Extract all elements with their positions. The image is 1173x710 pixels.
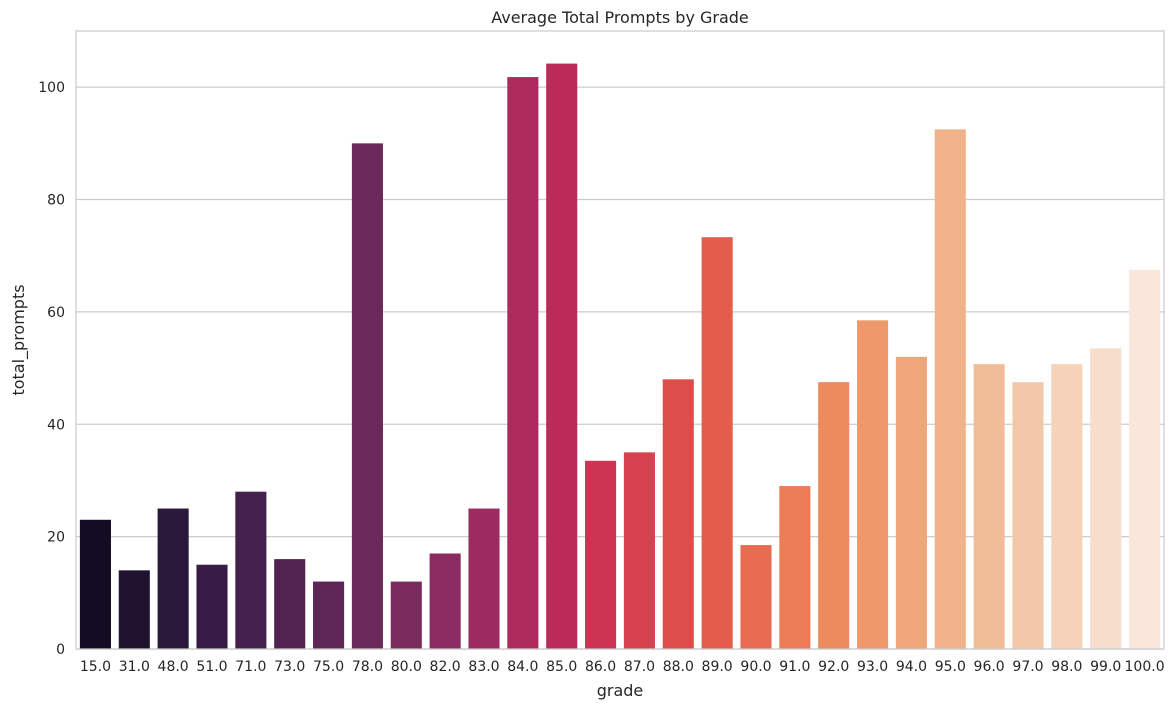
bar: [468, 508, 500, 649]
x-tick-label: 73.0: [274, 659, 305, 675]
chart-title: Average Total Prompts by Grade: [491, 8, 749, 27]
x-axis-label: grade: [597, 681, 644, 700]
x-tick-label: 75.0: [313, 659, 344, 675]
y-tick-labels: 0 20 40 60 80 100: [38, 80, 65, 658]
bar: [274, 559, 306, 649]
x-tick-label: 86.0: [585, 659, 616, 675]
x-tick-label: 31.0: [119, 659, 150, 675]
y-tick-label: 100: [38, 80, 65, 96]
x-tick-label: 91.0: [779, 659, 810, 675]
y-axis-label: total_prompts: [9, 284, 29, 395]
bar: [390, 581, 422, 649]
bar: [740, 545, 772, 649]
x-tick-labels: 15.0 31.0 48.0 51.0 71.0 73.0 75.0 78.0 80.0 82.0…: [80, 659, 1165, 675]
bar: [585, 460, 617, 649]
bar: [429, 553, 461, 649]
x-tick-label: 82.0: [430, 659, 461, 675]
x-tick-label: 15.0: [80, 659, 111, 675]
bar: [1051, 364, 1083, 649]
x-tick-label: 97.0: [1012, 659, 1043, 675]
x-tick-label: 93.0: [857, 659, 888, 675]
bar: [623, 452, 655, 649]
bar: [779, 486, 811, 649]
bar: [1129, 269, 1161, 649]
bar: [934, 129, 966, 649]
x-tick-label: 71.0: [235, 659, 266, 675]
y-tick-label: 0: [56, 642, 65, 658]
bar: [662, 379, 694, 649]
bars: [79, 63, 1161, 650]
y-tick-label: 80: [47, 193, 65, 209]
bar: [1090, 348, 1122, 649]
bar: [196, 564, 228, 649]
bar: [701, 237, 733, 650]
bar: [235, 491, 267, 649]
x-tick-label: 99.0: [1090, 659, 1121, 675]
y-tick-label: 40: [47, 417, 65, 433]
x-tick-label: 85.0: [546, 659, 577, 675]
bar: [546, 63, 578, 650]
bar: [973, 364, 1005, 649]
x-tick-label: 95.0: [935, 659, 966, 675]
x-tick-label: 100.0: [1125, 659, 1165, 675]
x-tick-label: 89.0: [702, 659, 733, 675]
x-tick-label: 78.0: [352, 659, 383, 675]
bar: [818, 382, 850, 649]
x-tick-label: 88.0: [663, 659, 694, 675]
x-tick-label: 48.0: [158, 659, 189, 675]
x-tick-label: 80.0: [391, 659, 422, 675]
bar: [351, 143, 383, 649]
x-tick-label: 83.0: [468, 659, 499, 675]
y-tick-label: 20: [47, 530, 65, 546]
bar: [313, 581, 345, 649]
x-tick-label: 92.0: [818, 659, 849, 675]
bar: [857, 320, 889, 649]
x-tick-label: 98.0: [1051, 659, 1082, 675]
x-tick-label: 84.0: [507, 659, 538, 675]
bar: [118, 570, 150, 649]
x-tick-label: 51.0: [196, 659, 227, 675]
x-tick-label: 96.0: [974, 659, 1005, 675]
bar: [507, 77, 539, 649]
bar: [79, 519, 111, 649]
x-tick-label: 90.0: [740, 659, 771, 675]
plot-frame: [75, 30, 1165, 650]
y-tick-label: 60: [47, 305, 65, 321]
x-tick-label: 87.0: [624, 659, 655, 675]
x-tick-label: 94.0: [896, 659, 927, 675]
bar: [157, 508, 189, 649]
bar: [1012, 382, 1044, 649]
bar: [895, 356, 927, 649]
